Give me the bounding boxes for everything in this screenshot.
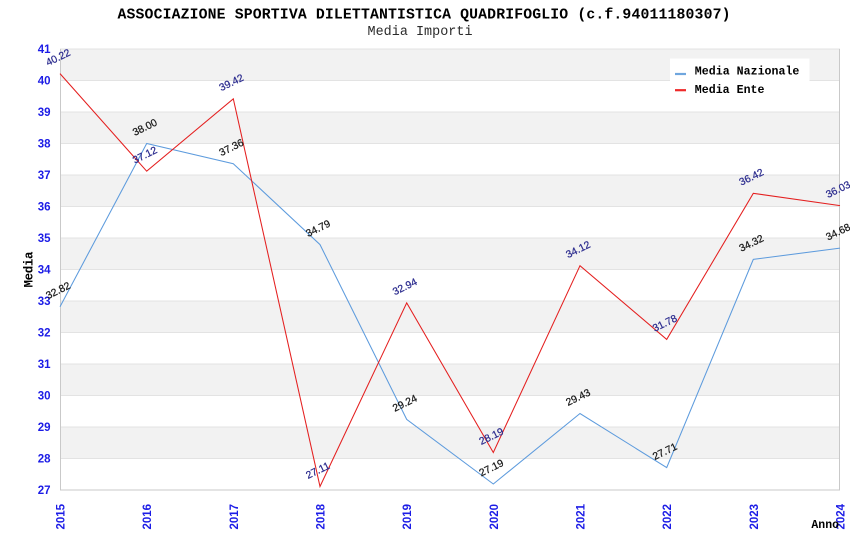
svg-text:2022: 2022 (662, 504, 674, 530)
svg-text:2015: 2015 (56, 503, 68, 529)
svg-text:28: 28 (38, 454, 51, 466)
svg-text:29: 29 (38, 422, 51, 434)
svg-text:41: 41 (38, 44, 51, 56)
svg-text:2021: 2021 (576, 503, 588, 529)
svg-text:31: 31 (38, 359, 51, 371)
svg-text:39: 39 (38, 107, 51, 119)
svg-text:Media Ente: Media Ente (695, 84, 765, 97)
svg-text:2016: 2016 (142, 504, 154, 530)
svg-text:32: 32 (38, 328, 51, 340)
svg-text:2017: 2017 (229, 504, 241, 530)
svg-text:38: 38 (38, 139, 51, 151)
svg-text:2019: 2019 (402, 504, 414, 530)
svg-text:34: 34 (38, 265, 51, 277)
svg-text:40: 40 (38, 76, 51, 88)
svg-text:Media: Media (23, 251, 37, 287)
svg-text:30: 30 (38, 391, 51, 403)
svg-text:Media Nazionale: Media Nazionale (695, 66, 800, 79)
svg-text:Anno: Anno (811, 519, 839, 532)
svg-text:2018: 2018 (316, 503, 328, 529)
svg-text:27: 27 (38, 485, 51, 497)
svg-text:37: 37 (38, 170, 51, 182)
svg-text:35: 35 (38, 233, 51, 245)
svg-text:2020: 2020 (489, 504, 501, 530)
svg-text:2024: 2024 (836, 503, 848, 529)
svg-text:33: 33 (38, 296, 51, 308)
svg-text:ASSOCIAZIONE SPORTIVA DILETTAN: ASSOCIAZIONE SPORTIVA DILETTANTISTICA QU… (118, 8, 731, 24)
svg-text:36: 36 (38, 202, 51, 214)
svg-text:2023: 2023 (749, 504, 761, 530)
svg-text:Media Importi: Media Importi (368, 25, 473, 40)
